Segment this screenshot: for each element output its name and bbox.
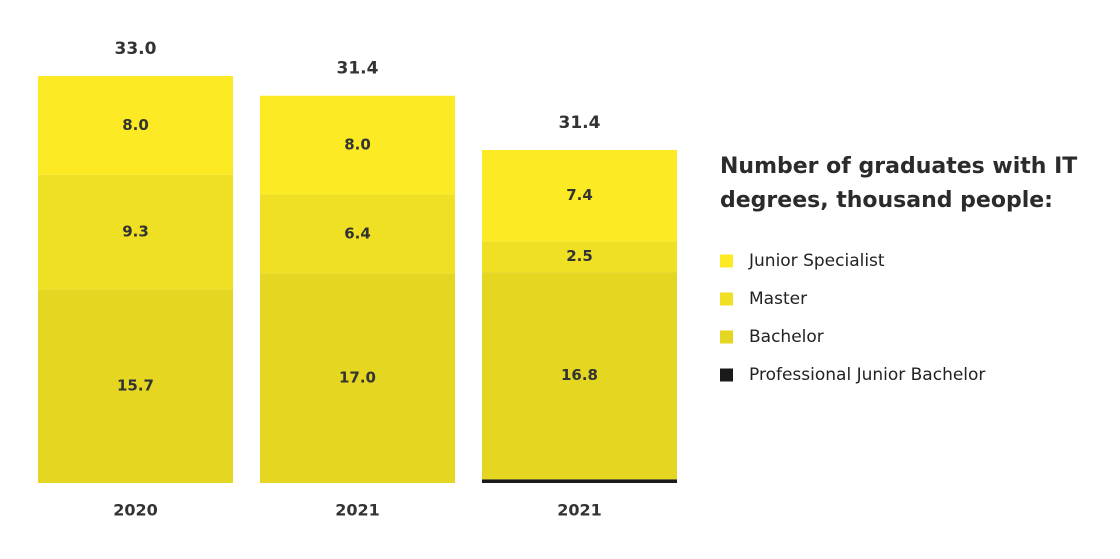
bar-segment: [260, 95, 455, 195]
legend-swatch: [720, 292, 733, 306]
legend-label: Junior Specialist: [748, 251, 885, 271]
segment-label: 17.0: [339, 369, 376, 387]
legend-swatch: [720, 330, 733, 344]
bar-segment: [482, 150, 677, 242]
segment-label: 15.7: [117, 377, 154, 395]
bar-segment: [482, 241, 677, 273]
bar-segment: [482, 272, 677, 480]
segment-label: 9.3: [122, 223, 149, 241]
bar-segment: [38, 174, 233, 290]
segment-label: 2.5: [566, 247, 593, 265]
segment-label: 16.8: [561, 366, 598, 384]
bar-segment: [260, 194, 455, 274]
segment-label: 8.0: [344, 136, 371, 154]
legend-title: Number of graduates with IT degrees, tho…: [720, 154, 1078, 213]
total-label: 31.4: [337, 59, 379, 79]
legend-label: Bachelor: [749, 327, 824, 347]
bar-segment: [260, 273, 455, 483]
x-tick-label: 2021: [557, 501, 602, 520]
x-tick-label: 2020: [113, 501, 158, 520]
bar-segment: [38, 289, 233, 483]
x-tick-label: 2021: [335, 501, 380, 520]
bar-segment: [38, 76, 233, 175]
legend-label: Master: [749, 289, 807, 309]
total-label: 31.4: [559, 113, 601, 133]
segment-label: 7.4: [566, 186, 593, 204]
legend-swatch: [720, 368, 733, 382]
segment-label: 6.4: [344, 224, 371, 242]
segment-label: 8.0: [122, 116, 149, 134]
total-label: 33.0: [115, 39, 157, 59]
legend-label: Professional Junior Bachelor: [749, 365, 985, 385]
legend-swatch: [720, 254, 733, 268]
bar-segment: [482, 479, 677, 483]
